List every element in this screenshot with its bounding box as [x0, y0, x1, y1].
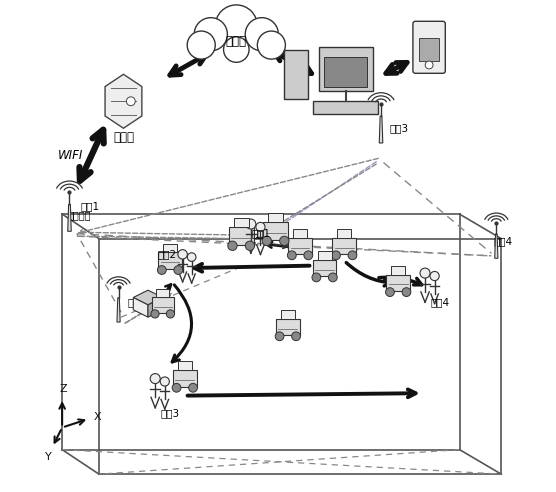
Circle shape — [187, 31, 215, 59]
Circle shape — [348, 251, 357, 260]
Circle shape — [157, 266, 166, 275]
Circle shape — [178, 249, 187, 259]
Circle shape — [245, 241, 255, 250]
Polygon shape — [148, 298, 163, 317]
Polygon shape — [68, 204, 71, 231]
Circle shape — [287, 251, 296, 260]
Circle shape — [329, 273, 337, 282]
FancyBboxPatch shape — [178, 362, 192, 370]
Circle shape — [292, 332, 300, 340]
FancyBboxPatch shape — [163, 244, 177, 252]
FancyBboxPatch shape — [234, 218, 249, 227]
Text: 工位2: 工位2 — [158, 249, 177, 259]
Circle shape — [151, 310, 159, 318]
Circle shape — [187, 253, 196, 261]
FancyBboxPatch shape — [289, 238, 312, 254]
Circle shape — [245, 18, 279, 51]
Circle shape — [194, 18, 227, 51]
FancyBboxPatch shape — [324, 57, 368, 87]
Text: 服务器: 服务器 — [113, 131, 134, 144]
Text: Y: Y — [45, 452, 52, 462]
Text: 基站2: 基站2 — [127, 297, 147, 308]
FancyBboxPatch shape — [173, 370, 197, 387]
Circle shape — [262, 236, 271, 246]
FancyBboxPatch shape — [314, 101, 378, 114]
Circle shape — [174, 266, 183, 275]
Circle shape — [224, 37, 249, 62]
Circle shape — [160, 377, 170, 386]
FancyBboxPatch shape — [319, 47, 373, 92]
Circle shape — [402, 288, 411, 297]
Circle shape — [228, 241, 237, 250]
Text: 基站1: 基站1 — [80, 202, 100, 212]
Circle shape — [385, 288, 394, 297]
FancyBboxPatch shape — [391, 266, 405, 275]
Text: Z: Z — [59, 384, 67, 394]
Circle shape — [304, 251, 312, 260]
Polygon shape — [379, 116, 383, 143]
Text: 通信基站: 通信基站 — [67, 211, 91, 220]
Circle shape — [166, 310, 175, 318]
Text: 基站3: 基站3 — [390, 123, 409, 133]
Polygon shape — [117, 298, 120, 322]
FancyBboxPatch shape — [317, 251, 332, 260]
FancyBboxPatch shape — [386, 275, 410, 291]
Circle shape — [430, 272, 439, 280]
Text: 工位3: 工位3 — [161, 408, 180, 418]
FancyBboxPatch shape — [268, 213, 283, 222]
Circle shape — [275, 332, 284, 340]
Circle shape — [246, 219, 256, 229]
Circle shape — [420, 268, 430, 278]
Polygon shape — [133, 298, 148, 317]
Circle shape — [150, 373, 160, 384]
Circle shape — [280, 236, 289, 246]
FancyBboxPatch shape — [313, 260, 336, 277]
Circle shape — [188, 383, 197, 392]
FancyBboxPatch shape — [156, 289, 170, 298]
Text: WIFI: WIFI — [58, 149, 83, 162]
Polygon shape — [495, 234, 498, 258]
Circle shape — [256, 222, 265, 232]
Circle shape — [126, 97, 135, 106]
FancyBboxPatch shape — [158, 252, 182, 269]
Circle shape — [172, 383, 181, 392]
Circle shape — [331, 251, 340, 260]
FancyBboxPatch shape — [413, 21, 445, 73]
FancyBboxPatch shape — [293, 229, 307, 238]
FancyBboxPatch shape — [337, 229, 351, 238]
FancyBboxPatch shape — [276, 319, 300, 335]
FancyBboxPatch shape — [332, 238, 356, 254]
Circle shape — [425, 61, 433, 69]
FancyBboxPatch shape — [281, 310, 295, 319]
Text: 工位4: 工位4 — [430, 298, 449, 308]
Text: X: X — [94, 412, 102, 422]
FancyBboxPatch shape — [419, 38, 439, 62]
Polygon shape — [105, 74, 142, 128]
FancyBboxPatch shape — [284, 50, 308, 99]
Circle shape — [257, 31, 285, 59]
FancyBboxPatch shape — [152, 298, 173, 313]
Text: 基站4: 基站4 — [494, 236, 513, 246]
FancyBboxPatch shape — [229, 227, 254, 245]
Polygon shape — [133, 290, 163, 305]
Circle shape — [312, 273, 321, 282]
Text: 互联网: 互联网 — [226, 35, 247, 48]
Circle shape — [215, 5, 257, 47]
FancyBboxPatch shape — [263, 222, 288, 240]
Text: 工位1: 工位1 — [251, 229, 270, 239]
